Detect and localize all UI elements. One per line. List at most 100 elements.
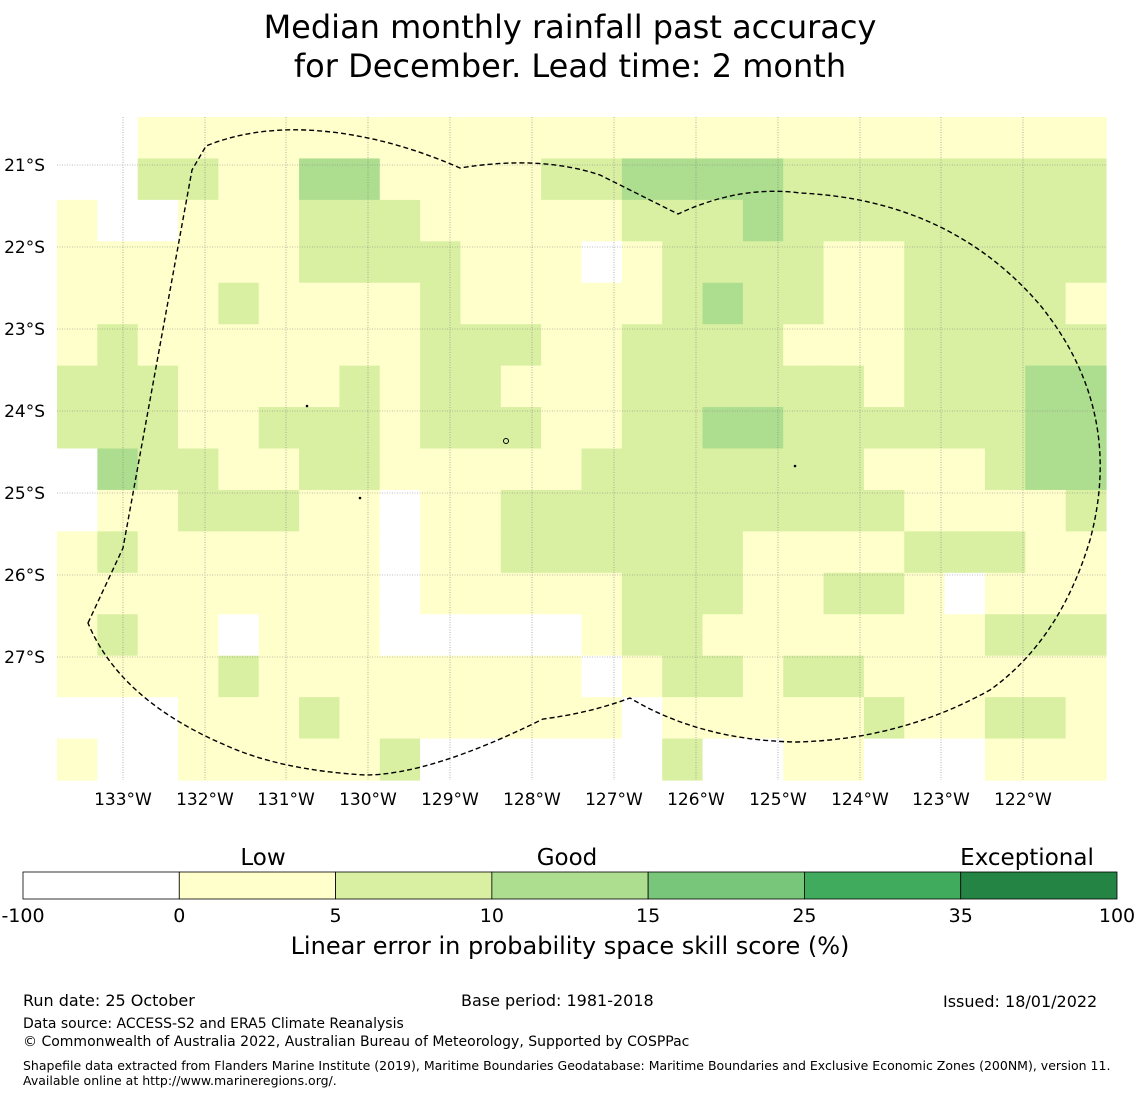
skill-cell: [218, 531, 260, 574]
skill-cell: [783, 448, 825, 491]
skill-cell: [420, 241, 462, 284]
skill-cell: [500, 117, 542, 160]
skill-cell: [621, 117, 663, 160]
skill-cell: [379, 117, 421, 160]
data-source: Data source: ACCESS-S2 and ERA5 Climate …: [23, 1016, 404, 1032]
skill-cell: [702, 199, 744, 242]
skill-cell: [379, 241, 421, 284]
skill-cell: [904, 241, 946, 284]
skill-cell: [662, 324, 704, 367]
longitude-tick-label: 124°W: [831, 790, 889, 810]
skill-cell: [258, 117, 300, 160]
skill-cell: [742, 655, 784, 698]
skill-cell: [702, 448, 744, 491]
skill-cell: [823, 531, 865, 574]
skill-cell: [823, 324, 865, 367]
colorbar-axis-label: Linear error in probability space skill …: [291, 932, 850, 960]
skill-cell: [1065, 572, 1107, 615]
skill-cell: [702, 324, 744, 367]
legend-category-label: Exceptional: [960, 845, 1094, 871]
skill-cell: [1065, 738, 1107, 781]
skill-cell: [379, 365, 421, 408]
skill-cell: [702, 365, 744, 408]
skill-cell: [783, 407, 825, 450]
colorbar-bin: [335, 871, 493, 900]
skill-cell: [662, 614, 704, 657]
skill-cell: [500, 365, 542, 408]
skill-cell: [541, 738, 583, 781]
map-title-line-2: for December. Lead time: 2 month: [293, 47, 847, 85]
colorbar-tick-label: 5: [330, 905, 342, 927]
skill-cell: [339, 199, 381, 242]
skill-cell: [57, 365, 98, 408]
skill-cell: [823, 117, 865, 160]
colorbar-tick-label: 15: [636, 905, 660, 927]
skill-cell: [258, 365, 300, 408]
skill-cell: [460, 655, 502, 698]
skill-cell: [1065, 117, 1107, 160]
skill-cell: [1025, 241, 1067, 284]
skill-cell: [178, 531, 219, 574]
skill-cell: [742, 241, 784, 284]
skill-cell: [662, 448, 704, 491]
colorbar-bin: [647, 871, 805, 900]
skill-cell: [500, 448, 542, 491]
skill-cell: [621, 241, 663, 284]
skill-cell: [702, 738, 744, 781]
skill-cell: [581, 282, 623, 325]
skill-cell: [581, 199, 623, 242]
skill-cell: [1065, 199, 1107, 242]
skill-cell: [420, 199, 462, 242]
skill-cell: [97, 614, 139, 657]
skill-cell: [299, 738, 341, 781]
skill-cell: [57, 738, 98, 781]
skill-cell: [460, 117, 502, 160]
skill-cell: [299, 241, 341, 284]
skill-cell: [178, 738, 219, 781]
skill-cell: [904, 407, 946, 450]
skill-cell: [742, 448, 784, 491]
skill-cell: [621, 448, 663, 491]
skill-cell: [420, 117, 462, 160]
skill-cell: [218, 655, 260, 698]
skill-cell: [460, 531, 502, 574]
skill-cell: [742, 158, 784, 201]
skill-cell: [500, 697, 542, 740]
skill-cell: [702, 407, 744, 450]
skill-grid-cells: [57, 117, 1107, 781]
skill-cell: [742, 282, 784, 325]
skill-cell: [258, 489, 300, 532]
colorbar-tick-label: 0: [173, 905, 185, 927]
skill-cell: [1065, 697, 1107, 740]
skill-cell: [1025, 738, 1067, 781]
skill-cell: [984, 531, 1026, 574]
skill-cell: [137, 614, 179, 657]
skill-cell: [137, 324, 179, 367]
skill-cell: [783, 738, 825, 781]
skill-cell: [500, 241, 542, 284]
colorbar-bin: [178, 871, 336, 900]
skill-cell: [1065, 407, 1107, 450]
skill-cell: [581, 655, 623, 698]
longitude-tick-label: 131°W: [257, 790, 315, 810]
skill-cell: [581, 572, 623, 615]
skill-cell: [662, 158, 704, 201]
skill-cell: [137, 241, 179, 284]
skill-cell: [984, 117, 1026, 160]
skill-cell: [137, 117, 179, 160]
skill-cell: [541, 117, 583, 160]
skill-cell: [702, 572, 744, 615]
colorbar-tick-label: 100: [1099, 905, 1135, 927]
skill-cell: [904, 158, 946, 201]
skill-cell: [944, 738, 986, 781]
skill-cell: [581, 324, 623, 367]
skill-cell: [823, 448, 865, 491]
skill-cell: [823, 199, 865, 242]
skill-cell: [137, 448, 179, 491]
skill-cell: [299, 199, 341, 242]
skill-cell: [823, 614, 865, 657]
skill-cell: [137, 738, 179, 781]
skill-cell: [218, 199, 260, 242]
longitude-tick-label: 127°W: [585, 790, 643, 810]
skill-cell: [1025, 158, 1067, 201]
